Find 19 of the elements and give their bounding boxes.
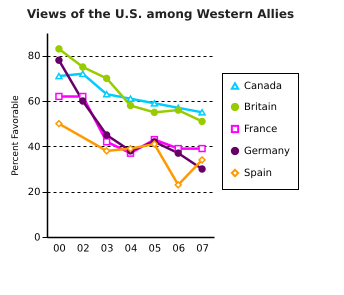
y-tick-label: 0 <box>34 232 40 244</box>
legend-label: France <box>244 124 278 135</box>
y-tick-label: 60 <box>28 96 40 108</box>
y-tick-label: 40 <box>28 142 40 153</box>
x-tick-label: 02 <box>76 244 90 254</box>
x-tick-label: 03 <box>100 244 114 254</box>
x-tick-label: 04 <box>124 244 138 254</box>
legend-label: Canada <box>244 81 282 92</box>
x-tick-label: 05 <box>148 244 162 254</box>
y-tick-label: 80 <box>28 51 40 62</box>
legend-label: Britain <box>244 102 277 113</box>
legend-label: Spain <box>244 168 272 179</box>
chart-title: Views of the U.S. among Western Allies <box>26 7 294 21</box>
y-tick-label: 20 <box>28 187 40 198</box>
legend-label: Germany <box>244 146 290 157</box>
x-tick-label: 06 <box>172 244 186 254</box>
x-tick-label: 07 <box>196 244 209 254</box>
y-axis-title: Percent Favorable <box>10 94 21 176</box>
x-tick-label: 00 <box>53 244 66 254</box>
